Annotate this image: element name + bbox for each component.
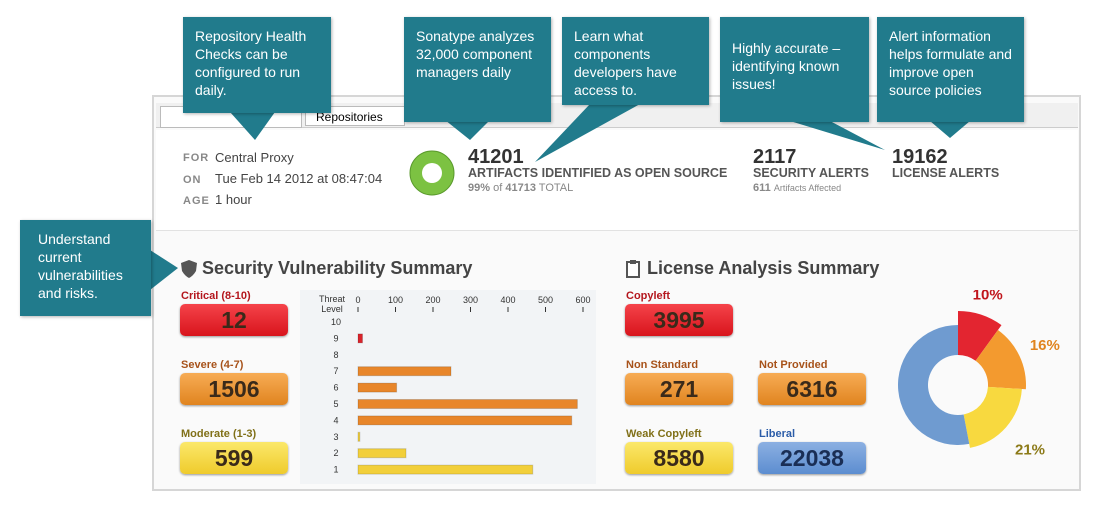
badge: 271 — [625, 373, 733, 405]
x-tick-label: 600 — [575, 295, 590, 305]
bar — [357, 431, 361, 442]
percent: 99% — [468, 182, 491, 194]
age-value: 1 hour — [215, 192, 252, 207]
badge-label: Weak Copyleft — [626, 428, 702, 440]
y-tick-label: 5 — [333, 399, 338, 409]
bar — [357, 382, 398, 393]
y-tick-label: 6 — [333, 383, 338, 393]
security-title: Security Vulnerability Summary — [202, 258, 473, 278]
header-area — [156, 130, 1078, 231]
badge: 1506 — [180, 373, 288, 405]
tab-label: Repositories — [316, 110, 383, 124]
y-tick-label: 9 — [333, 333, 338, 343]
bar — [357, 415, 573, 426]
x-tick-label: 300 — [463, 295, 478, 305]
y-tick-label: 1 — [333, 465, 338, 475]
axis-label: Threat Level — [318, 294, 345, 314]
y-tick-label: 2 — [333, 448, 338, 458]
x-tick-label: 400 — [500, 295, 515, 305]
badge-label: Non Standard — [626, 359, 699, 371]
pointer — [230, 112, 275, 140]
badge-label: Severe (4-7) — [181, 359, 244, 371]
badge: 22038 — [758, 442, 866, 474]
bar — [357, 333, 363, 344]
on-value: Tue Feb 14 2012 at 08:47:04 — [215, 171, 383, 186]
badge-label: Copyleft — [626, 290, 670, 302]
x-tick-label: 200 — [425, 295, 440, 305]
total: 41713 — [505, 182, 536, 194]
y-tick-label: 8 — [333, 350, 338, 360]
license-title: License Analysis Summary — [647, 258, 880, 278]
badge: 8580 — [625, 442, 733, 474]
pie-slice — [958, 311, 1002, 361]
badge: 599 — [180, 442, 288, 474]
badge: 3995 — [625, 304, 733, 336]
x-tick-label: 500 — [538, 295, 553, 305]
artifacts-label: ARTIFACTS IDENTIFIED AS OPEN SOURCE — [468, 166, 728, 180]
pointer — [790, 121, 885, 150]
callout: Repository Health Checks can be configur… — [183, 17, 331, 113]
callout: Understand current vulnerabilities and r… — [20, 220, 151, 316]
badge: 6316 — [758, 373, 866, 405]
pointer — [930, 121, 970, 138]
pie-slice — [975, 329, 1026, 390]
bar — [357, 366, 452, 377]
health-icon — [409, 150, 455, 196]
pie-slice — [898, 325, 970, 445]
license-icon — [626, 260, 640, 278]
on-label: ON — [183, 174, 202, 186]
pointer — [445, 120, 490, 140]
license-chart: 10% 16% 21% — [898, 290, 1060, 458]
threat-chart: 0 100 200 300 400 500 600 10 9 8 7 6 5 4 3 2 1 — [331, 295, 591, 475]
badge-label: Critical (8-10) — [181, 290, 251, 302]
badge-label: Not Provided — [759, 359, 828, 371]
license-label: LICENSE ALERTS — [892, 166, 1000, 180]
bar — [357, 448, 407, 459]
chart-bg — [300, 290, 596, 484]
total-label: TOTAL — [538, 182, 574, 194]
artifacts-count: 41201 — [468, 146, 524, 168]
y-tick-label: 3 — [333, 432, 338, 442]
x-tick-label: 0 — [355, 295, 360, 305]
y-tick-label: 7 — [333, 366, 338, 376]
age-label: AGE — [183, 195, 210, 207]
callout: Sonatype analyzes 32,000 component manag… — [404, 17, 551, 122]
data-label: 21% — [1015, 441, 1045, 458]
badge-label: Moderate (1-3) — [181, 428, 257, 440]
bar — [357, 464, 534, 475]
badge: 12 — [180, 304, 288, 336]
pointer — [150, 250, 178, 290]
for-value: Central Proxy — [215, 150, 294, 165]
pie-slice — [963, 386, 1022, 448]
bar — [357, 399, 578, 409]
security-count: 2117 — [753, 146, 797, 168]
badge-label: Liberal — [759, 428, 796, 440]
y-tick-label: 10 — [331, 317, 341, 327]
shield-icon — [181, 260, 197, 278]
affected-label: Artifacts Affected — [773, 183, 842, 193]
callout: Alert information helps formulate and im… — [877, 17, 1024, 122]
callout: Learn what components developers have ac… — [562, 17, 709, 105]
callout: Highly accurate – identifying known issu… — [720, 17, 869, 122]
pointer — [535, 104, 640, 162]
license-count: 19162 — [892, 146, 948, 168]
for-label: FOR — [183, 152, 210, 164]
of: of — [493, 182, 503, 194]
data-label: 10% — [973, 290, 1003, 304]
affected: 611 — [753, 182, 771, 194]
x-tick-label: 100 — [388, 295, 403, 305]
data-label: 16% — [1030, 337, 1060, 354]
y-tick-label: 4 — [333, 415, 338, 425]
security-label: SECURITY ALERTS — [753, 166, 869, 180]
